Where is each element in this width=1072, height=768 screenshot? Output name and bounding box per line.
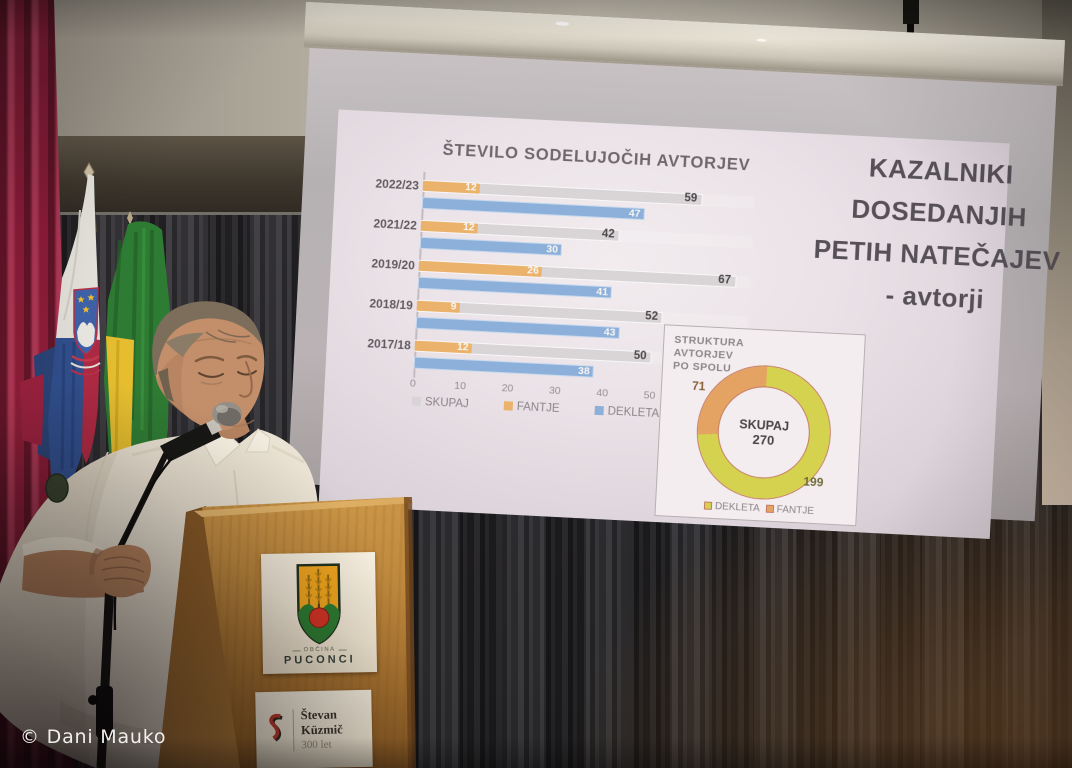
legend-label: SKUPAJ: [424, 396, 470, 411]
legend-swatch: [503, 401, 514, 411]
legend-swatch: [703, 501, 713, 510]
category-label: 2021/22: [373, 216, 418, 233]
bar-value-label: 12: [464, 180, 478, 194]
bar-value-label: 26: [526, 264, 540, 277]
bar-value-label: 43: [603, 326, 616, 339]
bar-value-label: 30: [545, 243, 559, 256]
slide-headline: KAZALNIKI DOSEDANJIH PETIH NATEČAJEV - a…: [799, 143, 1072, 324]
bar-chart-title: ŠTEVILO SODELUJOČIH AVTORJEV: [442, 140, 751, 175]
bar-value-label: 47: [628, 207, 641, 220]
dash: [338, 649, 347, 651]
beam-glint: [756, 38, 767, 43]
legend-item: FANTJE: [503, 400, 560, 416]
x-axis-tick: 10: [454, 379, 467, 393]
donut-chart-panel: STRUKTURA AVTORJEV PO SPOLU SKUPAJ 270 7…: [654, 324, 866, 527]
donut-value-dekleta: 199: [803, 474, 824, 490]
screen-surface: ŠTEVILO SODELUJOČIH AVTORJEV 2022/23 59 12…: [287, 47, 1061, 539]
donut-center-label: SKUPAJ: [738, 416, 790, 434]
puconci-label: PUCONCI: [283, 653, 356, 667]
x-axis-tick: 30: [548, 384, 561, 398]
donut-center-value: 270: [752, 431, 775, 448]
donut-value-fantje: 71: [691, 378, 706, 394]
photo-credit: © Dani Mauko: [20, 726, 167, 748]
bar-value-label: 38: [577, 364, 591, 378]
bar-value-label: 12: [456, 340, 469, 354]
bar-value-label: 41: [596, 285, 609, 299]
legend-swatch: [594, 405, 604, 416]
projector-mount-bracket: [903, 0, 919, 24]
legend-item: DEKLETA: [698, 500, 760, 514]
bar-dekleta: 38: [413, 356, 595, 378]
legend-label: DEKLETA: [714, 501, 761, 515]
bar-value-label: 12: [462, 220, 475, 234]
sleeve-emblem: [45, 473, 69, 503]
legend-label: DEKLETA: [607, 405, 660, 421]
x-axis-tick: 0: [409, 377, 417, 390]
obcina-row: OBČINA: [292, 646, 347, 654]
bar-value-label: 9: [450, 300, 457, 313]
kuzmic-subtitle: 300 let: [301, 738, 332, 751]
bar-value-label: 50: [633, 349, 647, 363]
bar-dekleta: 30: [419, 236, 563, 256]
kuzmic-title: Števan Küzmič: [300, 707, 343, 737]
donut-legend: DEKLETA FANTJE: [656, 498, 856, 519]
bar-fantje: 9: [416, 300, 460, 313]
bar-value-label: 52: [644, 310, 659, 323]
dash: [292, 649, 301, 651]
bar-value-label: 42: [601, 227, 616, 241]
bar-value-label: 67: [717, 273, 732, 287]
legend-item: SKUPAJ: [411, 396, 470, 411]
obcina-label: OBČINA: [303, 646, 336, 654]
sign-divider: [292, 708, 295, 751]
legend-label: FANTJE: [776, 504, 815, 518]
projector-screen: ŠTEVILO SODELUJOČIH AVTORJEV 2022/23 59 12…: [287, 1, 1066, 539]
puconci-coat-of-arms: [296, 563, 341, 645]
beam-glint: [555, 21, 570, 27]
legend-item: DEKLETA: [594, 405, 659, 420]
kuzmic-sign: Števan Küzmič 300 let: [255, 689, 373, 768]
legend-item: FANTJE: [759, 503, 814, 517]
speaker-head: [152, 301, 265, 431]
puconci-sign: OBČINA PUCONCI: [260, 552, 378, 674]
category-label: 2022/23: [375, 176, 420, 193]
legend-label: FANTJE: [516, 400, 560, 416]
bar-value-label: 59: [684, 192, 698, 205]
donut-chart-title: STRUKTURA AVTORJEV PO SPOLU: [673, 334, 745, 376]
x-axis-tick: 50: [643, 389, 656, 402]
legend-swatch: [765, 504, 774, 514]
legend-swatch: [411, 396, 422, 407]
kuzmic-logo: [269, 713, 283, 742]
x-axis-tick: 20: [501, 382, 514, 395]
x-axis-tick: 40: [596, 386, 609, 400]
